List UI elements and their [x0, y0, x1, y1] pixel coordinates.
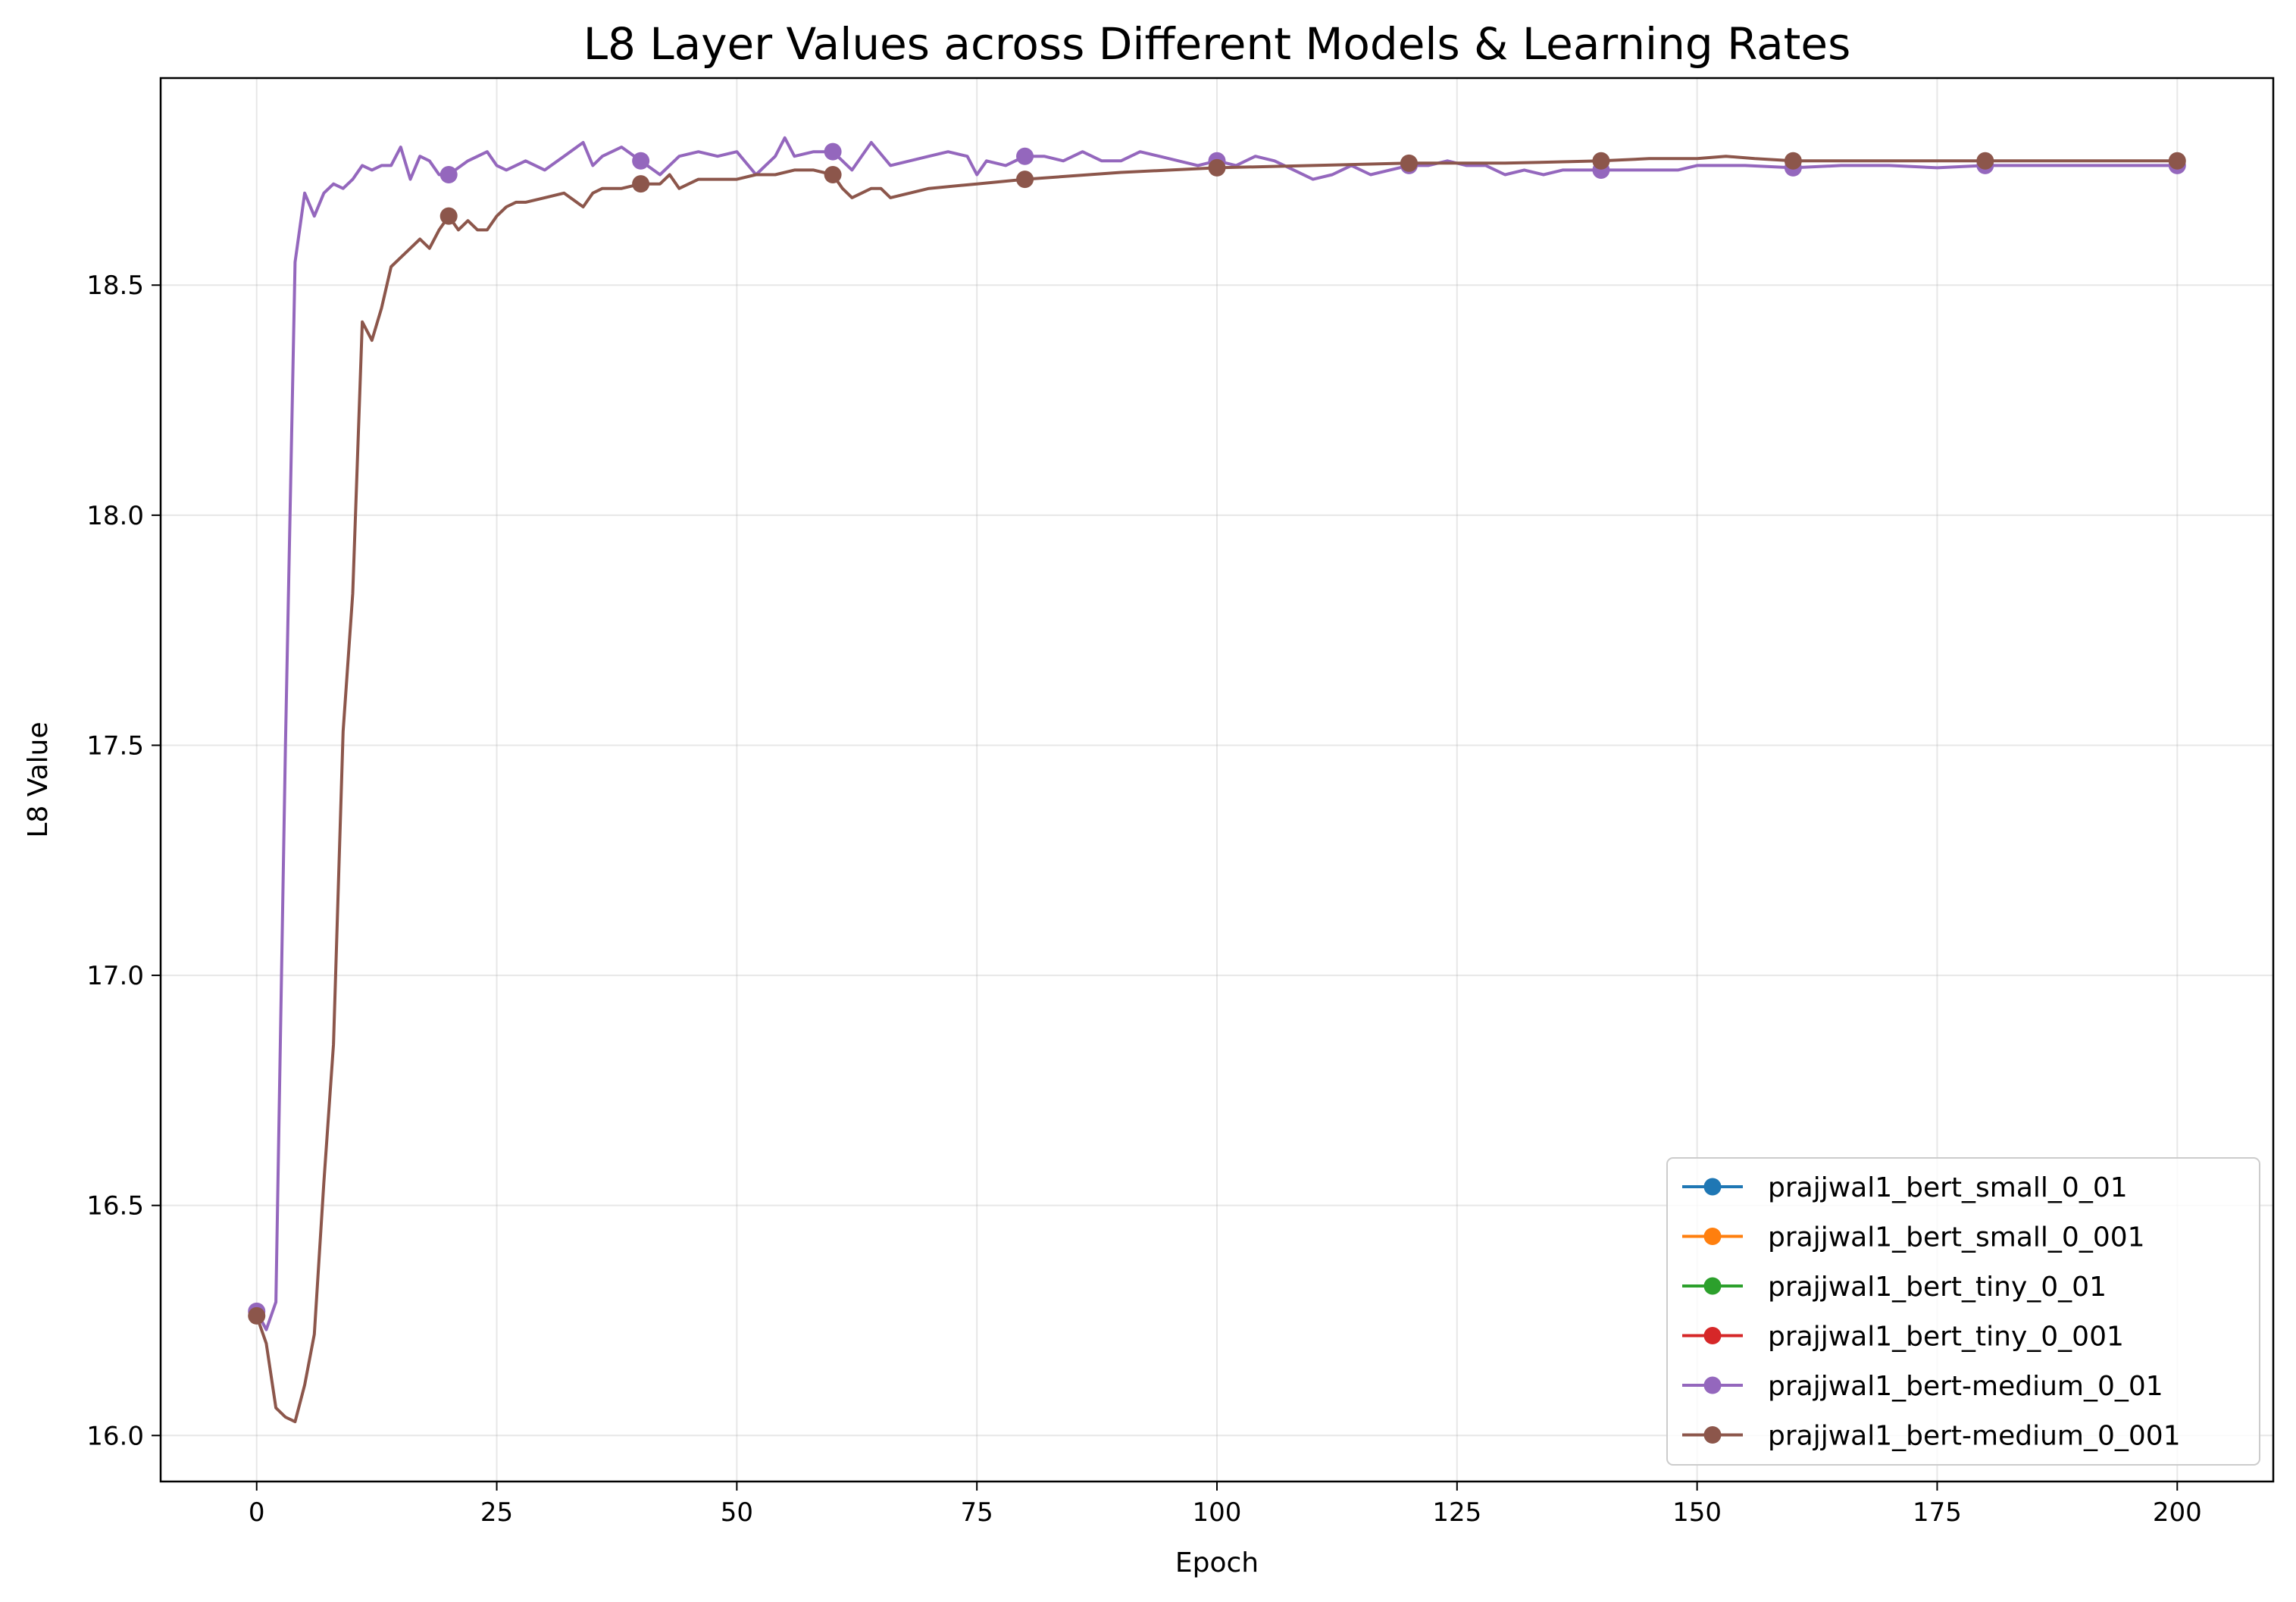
- legend: prajjwal1_bert_small_0_01 prajjwal1_bert_…: [1666, 1157, 2260, 1466]
- legend-label: prajjwal1_bert_tiny_0_001: [1768, 1322, 2124, 1353]
- data-point: [1016, 147, 1034, 165]
- data-point: [2168, 152, 2186, 170]
- data-point: [824, 142, 842, 161]
- x-tick-label: 25: [480, 1497, 513, 1528]
- data-point: [1592, 152, 1610, 170]
- data-point: [248, 1306, 266, 1325]
- y-tick-label: 17.0: [86, 961, 144, 991]
- data-point: [1208, 158, 1226, 177]
- y-tick-label: 18.5: [86, 271, 144, 301]
- y-tick-label: 16.0: [86, 1421, 144, 1451]
- data-point: [439, 207, 458, 225]
- data-point: [632, 152, 650, 170]
- data-point: [632, 175, 650, 193]
- y-axis-ticks: 16.0 16.5 17.0 17.5 18.0 18.5: [86, 271, 161, 1451]
- y-tick-label: 17.5: [86, 731, 144, 761]
- x-tick-label: 125: [1432, 1497, 1481, 1528]
- legend-label: prajjwal1_bert_small_0_001: [1768, 1222, 2145, 1253]
- data-point: [1784, 152, 1802, 170]
- legend-marker: [1703, 1376, 1722, 1394]
- chart-title: L8 Layer Values across Different Models …: [583, 18, 1851, 70]
- series-line: [255, 136, 2178, 1331]
- legend-marker: [1703, 1277, 1722, 1295]
- legend-label: prajjwal1_bert_tiny_0_01: [1768, 1272, 2107, 1303]
- y-axis-label: L8 Value: [23, 721, 54, 837]
- x-axis-ticks: 0 25 50 75 100 125 150 175 200: [249, 1482, 2202, 1528]
- y-tick-label: 18.0: [86, 501, 144, 531]
- x-tick-label: 50: [721, 1497, 753, 1528]
- x-tick-label: 175: [1913, 1497, 1962, 1528]
- series-layer: [248, 136, 2186, 1424]
- series-prajjwal1_bert-medium_0_001: [248, 152, 2186, 1424]
- legend-marker: [1703, 1327, 1722, 1344]
- x-tick-label: 150: [1672, 1497, 1722, 1528]
- data-point: [1976, 152, 1994, 170]
- data-point: [439, 166, 458, 184]
- x-tick-label: 0: [249, 1497, 265, 1528]
- y-tick-label: 16.5: [86, 1191, 144, 1222]
- legend-label: prajjwal1_bert-medium_0_01: [1768, 1371, 2163, 1402]
- x-tick-label: 200: [2153, 1497, 2202, 1528]
- legend-marker: [1703, 1228, 1722, 1245]
- legend-label: prajjwal1_bert_small_0_01: [1768, 1172, 2128, 1203]
- legend-marker: [1703, 1178, 1722, 1196]
- data-point: [824, 166, 842, 184]
- legend-box: [1666, 1157, 2260, 1466]
- data-point: [1400, 154, 1418, 172]
- legend-label: prajjwal1_bert-medium_0_001: [1768, 1421, 2181, 1452]
- series-line: [255, 155, 2178, 1424]
- x-axis-label: Epoch: [1175, 1547, 1259, 1579]
- x-tick-label: 75: [961, 1497, 993, 1528]
- data-point: [1016, 171, 1034, 189]
- legend-marker: [1703, 1426, 1722, 1444]
- x-tick-label: 100: [1193, 1497, 1242, 1528]
